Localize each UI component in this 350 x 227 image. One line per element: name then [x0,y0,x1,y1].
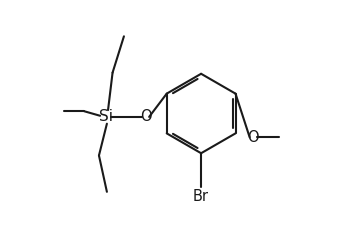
Text: O: O [140,109,151,124]
Text: Si: Si [99,109,113,124]
Text: Br: Br [193,189,209,204]
Text: O: O [247,130,259,145]
